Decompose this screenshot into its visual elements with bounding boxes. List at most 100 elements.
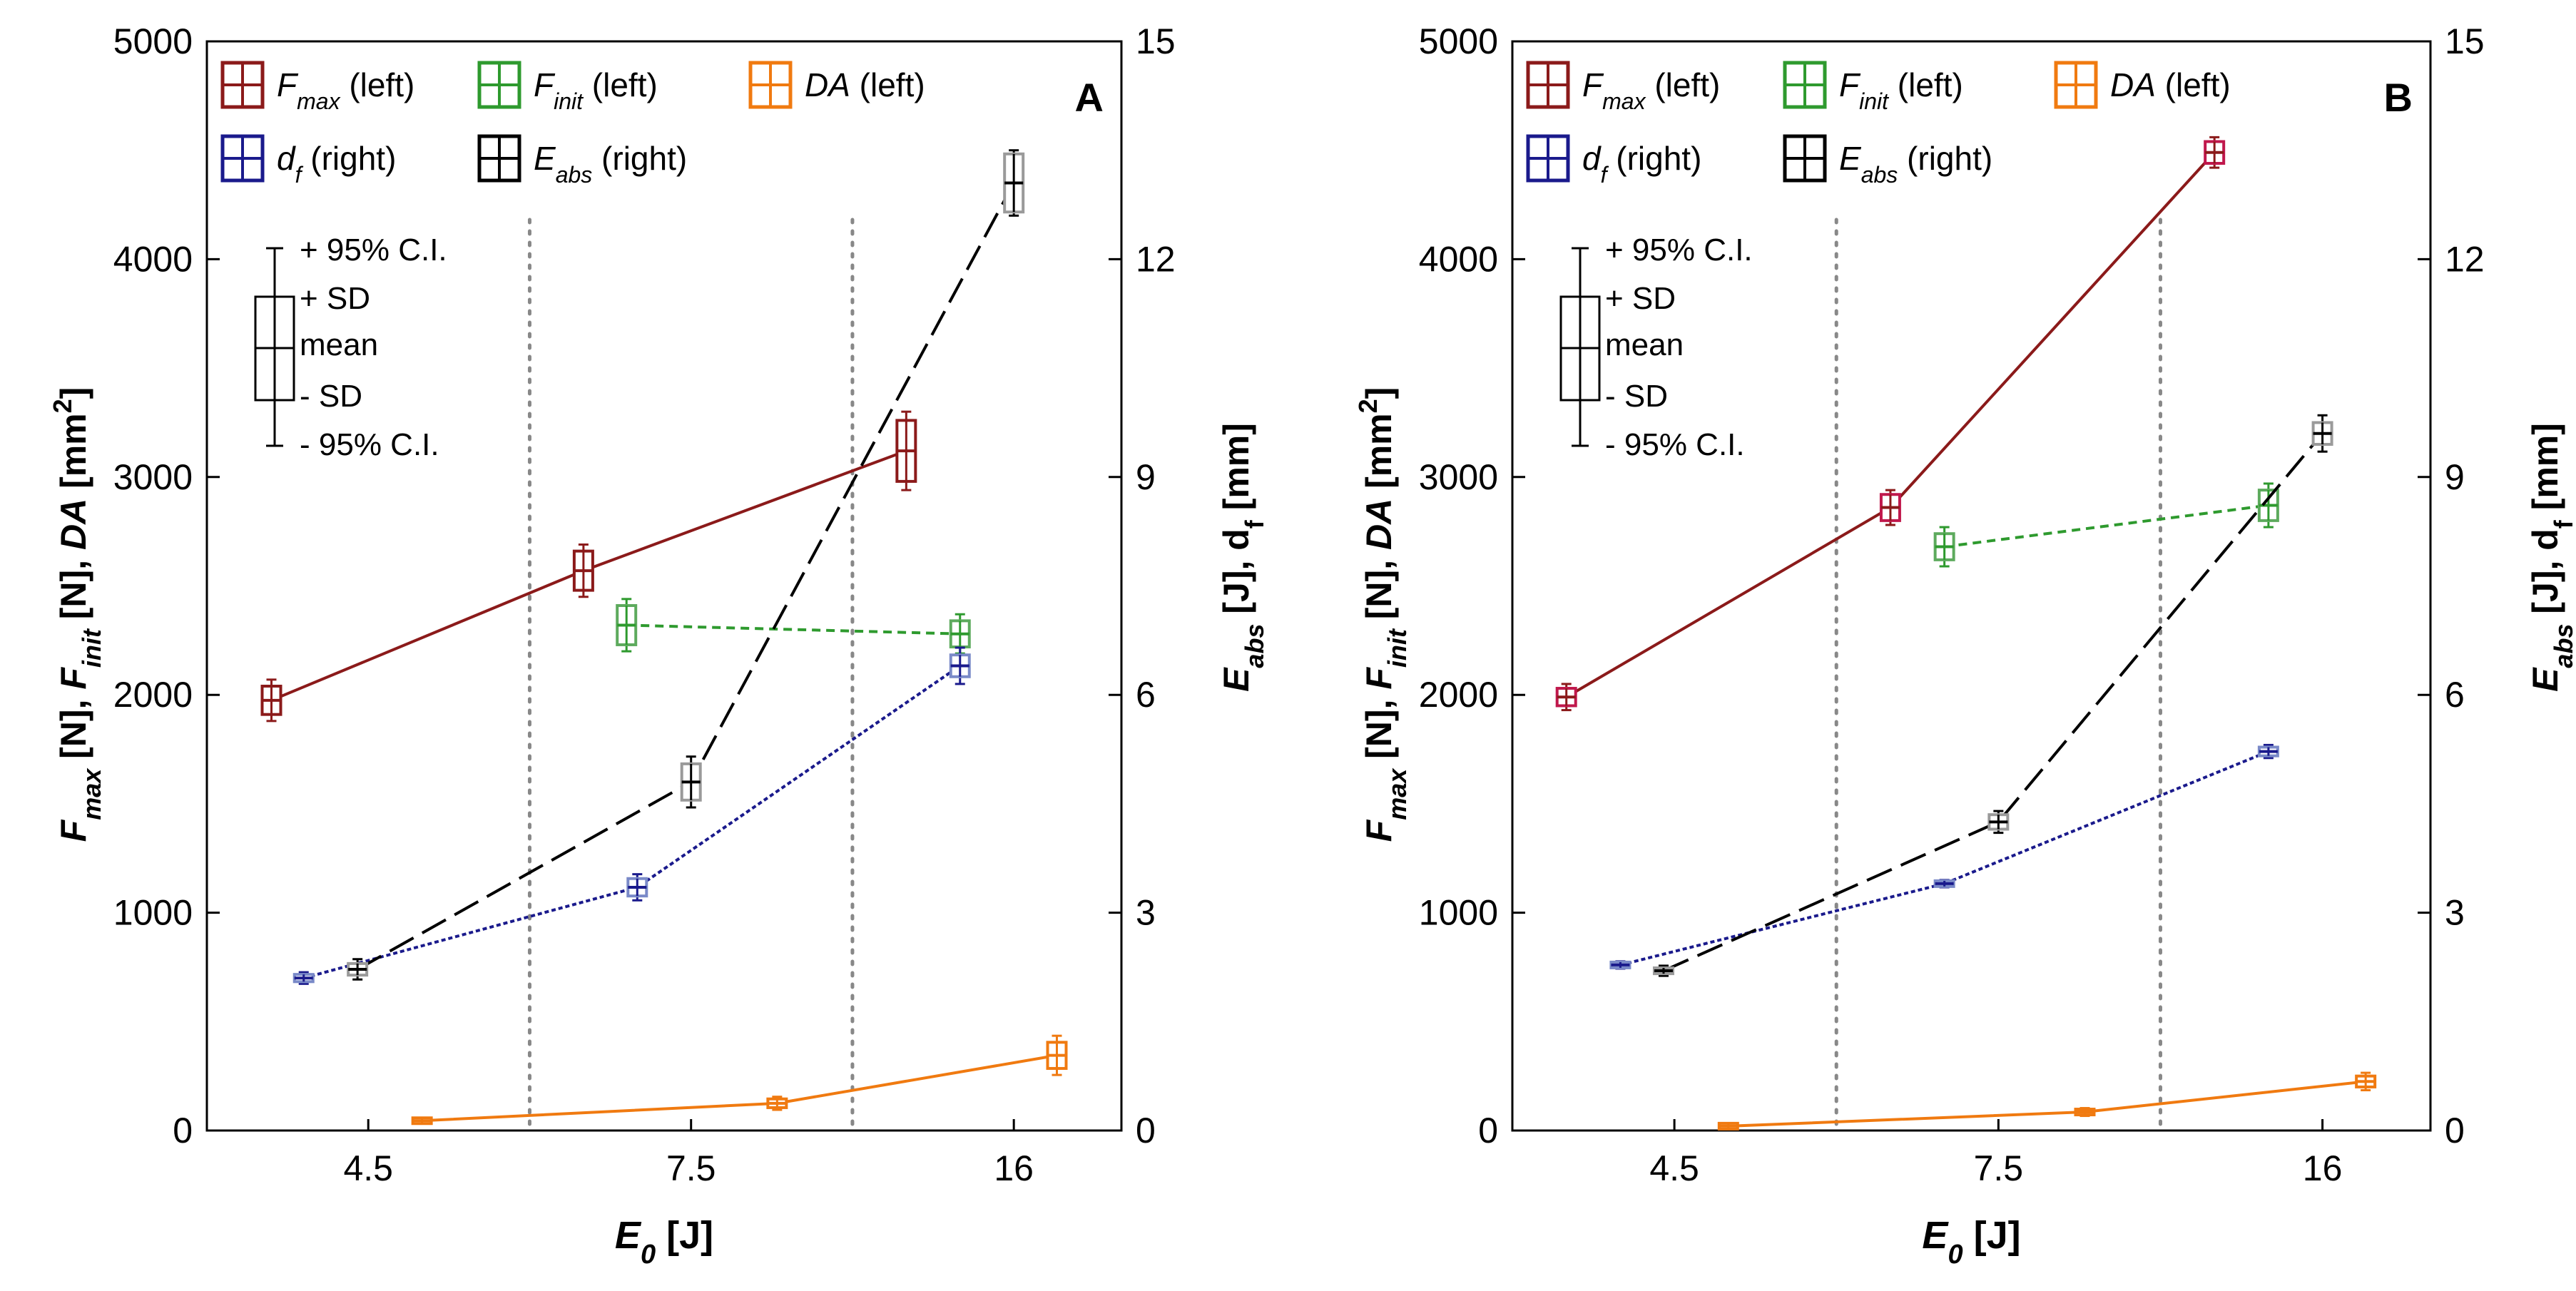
data-point-eabs — [2311, 414, 2333, 453]
label-part: init — [77, 628, 106, 668]
label-part: F — [54, 667, 93, 690]
data-point-eabs — [1652, 964, 1674, 977]
data-point-fmax — [1555, 683, 1577, 712]
data-point-da — [766, 1096, 788, 1111]
legend-suffix: (left) — [583, 66, 658, 103]
legend-suffix: (left) — [850, 66, 925, 103]
legend-item-da: DA (left) — [748, 61, 925, 109]
data-point-eabs — [1987, 810, 2010, 835]
series-line-da — [1728, 1080, 2366, 1128]
series-line-eabs — [1663, 432, 2324, 972]
x-label-main: E — [615, 1214, 642, 1257]
data-point-eabs — [347, 958, 369, 981]
series-line-eabs — [357, 182, 1015, 971]
legend-label: Fmax (left) — [277, 66, 414, 114]
plot-frame — [205, 40, 1123, 1132]
legend-label: DA (left) — [2110, 66, 2231, 103]
plot-frame — [1511, 40, 2432, 1132]
legend-suffix: (left) — [1888, 66, 1963, 103]
label-part: [J], d — [2525, 529, 2565, 623]
key-sd-lower: - SD — [1605, 379, 1668, 414]
series-df — [292, 646, 971, 985]
y-right-tick-label: 0 — [2445, 1111, 2465, 1150]
data-point-eabs — [1003, 149, 1025, 217]
label-part: DA — [1359, 499, 1399, 550]
data-point-fmax — [1879, 489, 1901, 526]
data-point-df — [949, 646, 971, 685]
x-tick-label: 4.5 — [1649, 1148, 1699, 1188]
key-sd-upper: + SD — [300, 281, 370, 316]
y-left-tick-label: 4000 — [1419, 239, 1498, 279]
data-point-fmax — [895, 410, 917, 491]
legend-suffix: (left) — [1646, 66, 1721, 103]
y-right-tick-label: 15 — [2445, 21, 2485, 61]
y-right-tick-label: 9 — [2445, 457, 2465, 497]
data-point-df — [2257, 743, 2279, 760]
legend-label: Finit (left) — [534, 66, 658, 114]
x-label-sub: 0 — [1948, 1240, 1962, 1270]
legend-suffix: (right) — [301, 140, 396, 177]
key-sd-upper: + SD — [1605, 281, 1676, 316]
legend-suffix: (left) — [340, 66, 415, 103]
series-line-df — [303, 664, 961, 980]
x-tick-label: 16 — [2303, 1148, 2343, 1188]
series-da — [411, 1034, 1068, 1126]
label-part: f — [2549, 519, 2576, 529]
data-point-df — [626, 873, 648, 902]
label-part: max — [1383, 767, 1412, 820]
x-tick-label: 16 — [994, 1148, 1034, 1188]
label-part: max — [77, 767, 106, 820]
key-sd-lower: - SD — [300, 379, 362, 414]
x-label-unit: [J] — [656, 1214, 713, 1257]
x-axis-label: E0 [J] — [1922, 1214, 2020, 1270]
series-line-df — [1619, 750, 2269, 966]
label-part: F — [54, 819, 93, 842]
legend: Fmax (left) Finit (left) DA (left)df (righ… — [220, 61, 925, 188]
legend-suffix: (right) — [1898, 140, 1992, 177]
x-axis-label: E0 [J] — [615, 1214, 713, 1270]
series-line-finit — [626, 623, 960, 636]
y-right-tick-label: 3 — [1136, 893, 1156, 933]
data-point-da — [2355, 1071, 2377, 1092]
legend-item-eabs: Eabs (right) — [1783, 134, 1992, 188]
label-part: [mm — [1359, 413, 1399, 498]
label-part: [N], — [1359, 550, 1399, 629]
key-ci-lower: - 95% C.I. — [1605, 427, 1745, 462]
label-part: [N], — [1359, 690, 1399, 769]
legend-main: DA — [805, 66, 850, 103]
data-point-df — [1609, 960, 1631, 970]
legend-item-fmax: Fmax (left) — [220, 61, 414, 114]
series-da — [1717, 1071, 2377, 1131]
data-point-fmax — [2204, 136, 2226, 169]
label-part: init — [1383, 628, 1412, 668]
data-point-da — [2074, 1107, 2096, 1118]
data-point-df — [292, 971, 315, 985]
y-left-axis-label: Fmax [N], Finit [N], DA [mm2] — [48, 387, 106, 842]
label-part: DA — [54, 499, 93, 550]
legend-item-finit: Finit (left) — [1783, 61, 1963, 114]
legend: Fmax (left) Finit (left) DA (left)df (righ… — [1526, 61, 2231, 188]
x-label-unit: [J] — [1963, 1214, 2021, 1257]
legend-main: F — [534, 66, 556, 103]
key-ci-lower: - 95% C.I. — [300, 427, 439, 462]
series-finit — [1933, 482, 2279, 568]
series-eabs — [1652, 414, 2333, 977]
label-part: [mm — [54, 413, 93, 498]
legend-sub: abs — [556, 162, 593, 188]
y-right-tick-label: 0 — [1136, 1111, 1156, 1150]
label-part: [mm] — [1216, 423, 1256, 520]
key-ci-upper: + 95% C.I. — [1605, 233, 1753, 267]
legend-main: F — [1839, 66, 1861, 103]
label-part: F — [1359, 667, 1399, 690]
x-tick-label: 7.5 — [1974, 1148, 2024, 1188]
label-part: [J], d — [1216, 529, 1256, 623]
data-point-finit — [616, 598, 638, 653]
data-point-eabs — [680, 755, 702, 809]
y-left-tick-label: 0 — [173, 1111, 193, 1150]
y-right-tick-label: 12 — [1136, 239, 1176, 279]
y-right-tick-label: 6 — [1136, 675, 1156, 715]
data-point-df — [1933, 879, 1955, 889]
legend-main: E — [1839, 140, 1862, 177]
panel-label: A — [1075, 75, 1104, 120]
